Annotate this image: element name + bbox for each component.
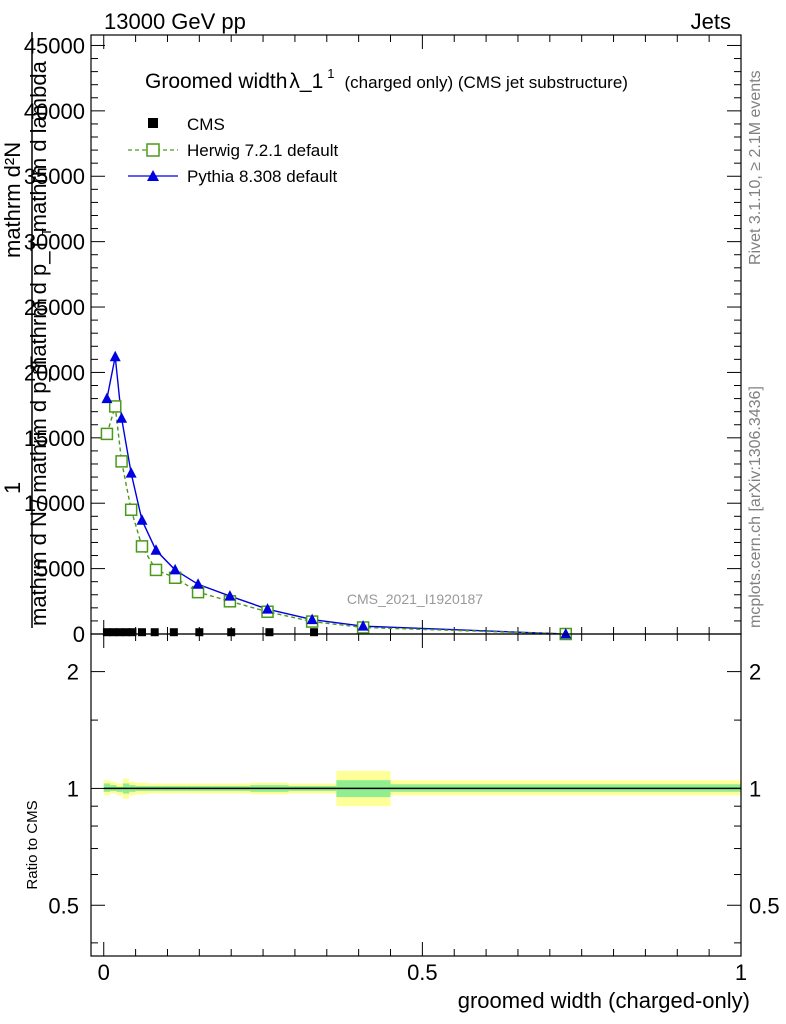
title-main: Groomed width (145, 70, 287, 93)
cms-point-8 (195, 628, 204, 637)
header-left: 13000 GeV pp (104, 9, 246, 34)
herwig-point-1 (108, 400, 122, 413)
herwig-line (106, 406, 566, 635)
legend-herwig-label: Herwig 7.2.1 default (187, 141, 338, 160)
herwig-point-5 (149, 563, 163, 577)
title-sup: 1 (327, 66, 334, 81)
cms-point-2 (115, 628, 124, 637)
main-ytick-label-4: 20000 (24, 360, 85, 385)
watermark: CMS_2021_I1920187 (347, 591, 483, 607)
ratio-frame (90, 633, 742, 957)
pythia-point-3 (125, 467, 137, 478)
pythia-point-8 (224, 590, 236, 601)
ratio-xtick-label-0: 0 (98, 960, 110, 985)
cms-point-9 (227, 628, 236, 637)
pythia-point-6 (169, 563, 181, 575)
cms-point-4 (128, 628, 137, 637)
main-ytick-label-3: 15000 (24, 426, 85, 451)
ratio-band-green-0 (103, 783, 111, 792)
ratio-ytick-label-right-2: 2 (749, 660, 761, 685)
title-rest: (charged only) (CMS jet substructure) (345, 73, 628, 92)
x-axis-title: groomed width (charged-only) (458, 988, 750, 1013)
cms-point-1 (109, 628, 118, 637)
ratio-ytick-label-0: 0.5 (48, 893, 79, 918)
legend-pythia-marker (147, 170, 159, 181)
main-ytick-label-2: 10000 (24, 491, 85, 516)
ratio-ytick-label-right-1: 1 (749, 776, 761, 801)
pythia-point-4 (136, 514, 148, 525)
ratio-xtick-label-2: 1 (735, 960, 747, 985)
legend-herwig-marker (146, 143, 160, 157)
cms-point-10 (265, 628, 274, 637)
pythia-point-11 (357, 620, 369, 631)
main-ylabel: mathrm d²N mathrm d p_T mathrm d lambda … (0, 32, 54, 628)
title-lambda: λ_1 (289, 70, 323, 93)
pythia-point-2 (116, 412, 128, 423)
main-ytick-label-8: 40000 (24, 99, 85, 124)
main-ytick-label-6: 30000 (24, 230, 85, 255)
main-ylabel-sub: T (39, 228, 54, 236)
pythia-point-0 (101, 392, 113, 404)
main-plot: 0 5000 10000 15000 20000 25000 30000 35000 40000… (24, 33, 742, 647)
main-ylabel-line-4: mathrm d N / mathrm d p_T (26, 356, 51, 626)
ratio-band-green-2 (116, 786, 123, 792)
pythia-line (106, 356, 566, 635)
cms-point-0 (102, 628, 111, 637)
legend-cms-label: CMS (187, 115, 225, 134)
pythia-point-1 (109, 350, 121, 362)
cms-point-3 (122, 628, 131, 637)
main-ylabel-line-2: mathrm d p_T mathrm d lambda (26, 60, 51, 375)
herwig-point-2 (115, 455, 128, 468)
main-ytick-label-1: 5000 (36, 557, 85, 582)
main-ytick-label-0: 0 (73, 622, 85, 647)
main-ylabel-line-1: mathrm d²N (0, 142, 25, 258)
main-ytick-label-9: 45000 (24, 33, 85, 58)
rivet-label: Rivet 3.1.10, ≥ 2.1M events (747, 70, 764, 265)
pythia-point-9 (262, 603, 274, 614)
header-right: Jets (691, 9, 731, 34)
legend-pythia-label: Pythia 8.308 default (187, 167, 338, 186)
pythia-point-7 (192, 578, 204, 589)
pythia-point-5 (150, 544, 162, 555)
ratio-ytick-label-right-0: 0.5 (749, 893, 780, 918)
cms-point-6 (150, 628, 159, 637)
pythia-point-10 (306, 613, 318, 625)
herwig-point-4 (135, 540, 149, 553)
ratio-plot: 0 0.5 1 0.5 0.5 1 1 2 2 (48, 633, 780, 985)
main-ytick-label-5: 25000 (24, 295, 85, 320)
cms-point-5 (137, 628, 146, 637)
main-ylabel-line-3: 1 (0, 482, 25, 494)
plot-title: Groomed widthλ_1 1 (charged only) (CMS jet… (145, 66, 628, 93)
ratio-xtick-label-1: 0.5 (407, 960, 438, 985)
legend: CMS Herwig 7.2.1 default Pythia 8.308 de… (128, 115, 338, 186)
svg-text:Groomed widthλ_11(charged only: Groomed widthλ_1 1 (charged only) (CMS jet… (145, 66, 628, 93)
ratio-ylabel: Ratio to CMS (24, 800, 41, 889)
pythia-point-12 (560, 628, 572, 639)
main-ytick-label-7: 35000 (24, 164, 85, 189)
cms-point-7 (169, 628, 178, 637)
herwig-point-3 (124, 503, 138, 517)
mcplots-label: mcplots.cern.ch [arXiv:1306.3436] (747, 386, 764, 628)
ratio-ytick-label-2: 2 (67, 660, 79, 685)
ratio-ytick-label-1: 1 (67, 776, 79, 801)
herwig-point-0 (100, 427, 114, 441)
cms-point-11 (310, 628, 319, 637)
legend-cms-marker (148, 118, 158, 128)
